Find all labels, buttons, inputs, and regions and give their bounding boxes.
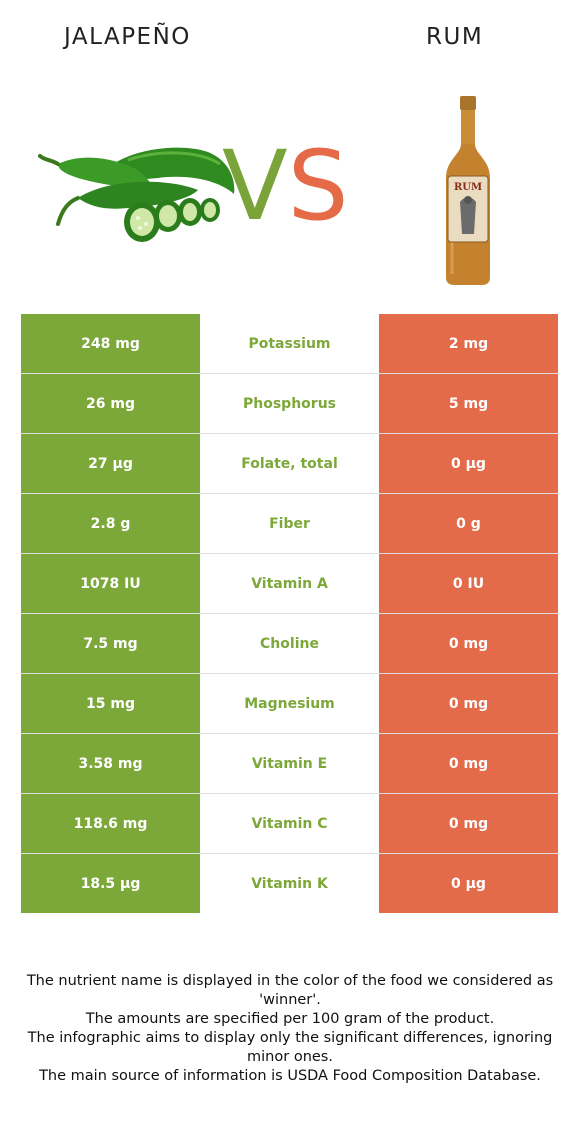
jalapeno-value: 3.58 mg (21, 734, 200, 793)
rum-value: 0 IU (379, 554, 558, 613)
vs-s: S (287, 130, 349, 242)
nutrient-name: Folate, total (200, 434, 379, 493)
nutrient-name: Phosphorus (200, 374, 379, 433)
jalapeno-value: 1078 IU (21, 554, 200, 613)
vs-v: V (222, 130, 288, 242)
table-row: 15 mg Magnesium 0 mg (21, 674, 558, 734)
jalapeno-value: 27 µg (21, 434, 200, 493)
footer-line-source: The main source of information is USDA F… (39, 1068, 541, 1084)
rum-value: 0 µg (379, 854, 558, 913)
jalapeno-value: 2.8 g (21, 494, 200, 553)
nutrient-name: Choline (200, 614, 379, 673)
table-row: 26 mg Phosphorus 5 mg (21, 374, 558, 434)
nutrient-name: Magnesium (200, 674, 379, 733)
rum-value: 0 mg (379, 614, 558, 673)
rum-value: 0 mg (379, 734, 558, 793)
jalapeno-value: 118.6 mg (21, 794, 200, 853)
jalapeno-value: 15 mg (21, 674, 200, 733)
bottle-label-text: RUM (454, 182, 482, 193)
footer-notes: The nutrient name is displayed in the co… (18, 972, 562, 1086)
rum-value: 0 g (379, 494, 558, 553)
jalapeno-value: 26 mg (21, 374, 200, 433)
right-food-title: RUM (426, 24, 484, 50)
left-food-title: JALAPEÑO (64, 24, 191, 50)
jalapeno-value: 18.5 µg (21, 854, 200, 913)
nutrient-name: Vitamin K (200, 854, 379, 913)
rum-value: 0 mg (379, 794, 558, 853)
rum-value: 0 µg (379, 434, 558, 493)
nutrient-name: Vitamin A (200, 554, 379, 613)
footer-line-winner: The nutrient name is displayed in the co… (26, 973, 554, 1008)
nutrient-name: Potassium (200, 314, 379, 373)
nutrient-name: Vitamin E (200, 734, 379, 793)
table-row: 248 mg Potassium 2 mg (21, 314, 558, 374)
jalapeno-value: 248 mg (21, 314, 200, 373)
jalapeno-image (38, 147, 235, 242)
table-row: 27 µg Folate, total 0 µg (21, 434, 558, 494)
nutrient-name: Vitamin C (200, 794, 379, 853)
rum-bottle-image: RUM (446, 96, 490, 285)
rum-value: 0 mg (379, 674, 558, 733)
rum-value: 5 mg (379, 374, 558, 433)
footer-line-amounts: The amounts are specified per 100 gram o… (85, 1011, 495, 1027)
vs-label: VS (222, 138, 349, 234)
footer-line-aims: The infographic aims to display only the… (27, 1030, 553, 1065)
jalapeno-value: 7.5 mg (21, 614, 200, 673)
rum-value: 2 mg (379, 314, 558, 373)
nutrient-name: Fiber (200, 494, 379, 553)
table-row: 7.5 mg Choline 0 mg (21, 614, 558, 674)
table-row: 2.8 g Fiber 0 g (21, 494, 558, 554)
nutrient-table: 248 mg Potassium 2 mg 26 mg Phosphorus 5 mg 27… (21, 314, 558, 913)
